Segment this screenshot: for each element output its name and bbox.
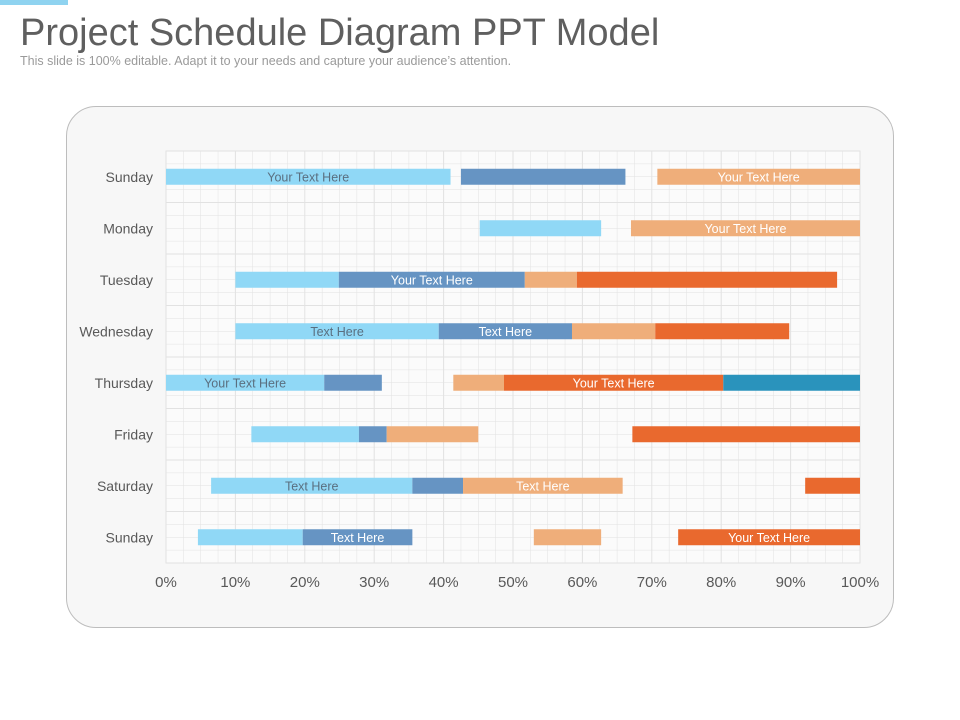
x-tick-label: 50% xyxy=(498,574,528,591)
bar-segment-orange xyxy=(632,426,860,443)
bar-segment-steel-blue xyxy=(324,374,382,391)
x-tick-label: 80% xyxy=(706,574,736,591)
x-tick-label: 30% xyxy=(359,574,389,591)
bar-data-label: Text Here xyxy=(331,531,385,545)
x-tick-label: 100% xyxy=(841,574,879,591)
accent-strip xyxy=(0,0,68,5)
bar-segment-peach xyxy=(524,271,577,288)
category-label: Monday xyxy=(103,220,153,236)
bar-segment-orange xyxy=(805,477,860,494)
bar-segment-teal xyxy=(723,374,860,391)
x-tick-label: 0% xyxy=(155,574,177,591)
bar-segment-light-blue xyxy=(235,323,439,340)
category-label: Saturday xyxy=(97,478,153,494)
bar-data-label: Your Text Here xyxy=(573,376,655,390)
bar-data-label: Text Here xyxy=(479,325,533,339)
bar-segment-peach xyxy=(571,323,656,340)
bar-segment-orange xyxy=(678,529,860,546)
bar-segment-orange xyxy=(655,323,790,340)
bar-data-label: Your Text Here xyxy=(204,376,286,390)
bar-data-label: Your Text Here xyxy=(267,170,349,184)
bar-segment-peach xyxy=(386,426,479,443)
bar-segment-peach xyxy=(463,477,623,494)
category-label: Tuesday xyxy=(100,272,153,288)
bar-segment-light-blue xyxy=(479,220,602,237)
bar-segment-light-blue xyxy=(197,529,303,546)
bar-segment-orange xyxy=(576,271,838,288)
x-tick-label: 70% xyxy=(637,574,667,591)
bar-data-label: Your Text Here xyxy=(704,222,786,236)
bar-segment-light-blue xyxy=(166,168,451,185)
bar-data-label: Text Here xyxy=(516,479,570,493)
bar-segment-peach xyxy=(453,374,504,391)
slide-title: Project Schedule Diagram PPT Model xyxy=(20,12,660,54)
bar-segment-peach xyxy=(533,529,602,546)
bar-data-label: Your Text Here xyxy=(728,531,810,545)
bar-segment-steel-blue xyxy=(460,168,626,185)
x-tick-label: 40% xyxy=(429,574,459,591)
gantt-chart: 0% 10% 20% 30% 40% 50% 60% 70% 80% 90% 100% Sunday Y… xyxy=(79,150,879,591)
bar-data-label: Your Text Here xyxy=(391,273,473,287)
bar-data-label: Text Here xyxy=(310,325,364,339)
x-tick-label: 10% xyxy=(220,574,250,591)
bar-segment-peach xyxy=(630,220,860,237)
bar-segment-light-blue xyxy=(166,374,325,391)
category-label: Friday xyxy=(114,426,153,442)
bar-segment-peach xyxy=(657,168,860,185)
bar-data-label: Your Text Here xyxy=(718,170,800,184)
x-tick-label: 20% xyxy=(290,574,320,591)
bar-segment-light-blue xyxy=(251,426,359,443)
bar-segment-orange xyxy=(503,374,724,391)
bar-segment-steel-blue xyxy=(358,426,387,443)
category-label: Wednesday xyxy=(79,323,153,339)
bar-segment-steel-blue xyxy=(338,271,525,288)
bar-segment-steel-blue xyxy=(412,477,464,494)
x-tick-label: 90% xyxy=(776,574,806,591)
bar-segment-steel-blue xyxy=(438,323,572,340)
x-tick-label: 60% xyxy=(567,574,597,591)
chart-panel: 0% 10% 20% 30% 40% 50% 60% 70% 80% 90% 100% Sunday Y… xyxy=(66,106,894,628)
bar-data-label: Text Here xyxy=(285,479,339,493)
category-label: Sunday xyxy=(106,529,153,545)
category-label: Thursday xyxy=(95,375,153,391)
category-label: Sunday xyxy=(106,169,153,185)
bar-segment-light-blue xyxy=(235,271,339,288)
slide-subtitle: This slide is 100% editable. Adapt it to… xyxy=(20,54,512,68)
bar-segment-light-blue xyxy=(211,477,413,494)
bar-segment-steel-blue xyxy=(302,529,413,546)
